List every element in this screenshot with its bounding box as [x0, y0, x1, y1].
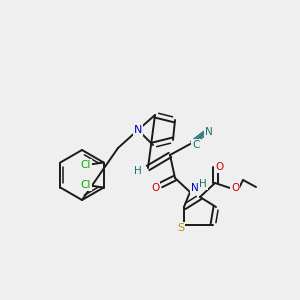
Text: H: H	[199, 179, 207, 189]
Text: N: N	[191, 183, 199, 193]
Text: Cl: Cl	[80, 181, 91, 190]
Text: Cl: Cl	[80, 160, 91, 170]
Text: O: O	[151, 183, 159, 193]
Text: N: N	[134, 125, 142, 135]
Text: S: S	[177, 223, 184, 233]
Text: O: O	[231, 183, 239, 193]
Text: O: O	[216, 162, 224, 172]
Text: C: C	[192, 140, 200, 150]
Text: H: H	[134, 166, 142, 176]
Text: N: N	[205, 127, 213, 137]
